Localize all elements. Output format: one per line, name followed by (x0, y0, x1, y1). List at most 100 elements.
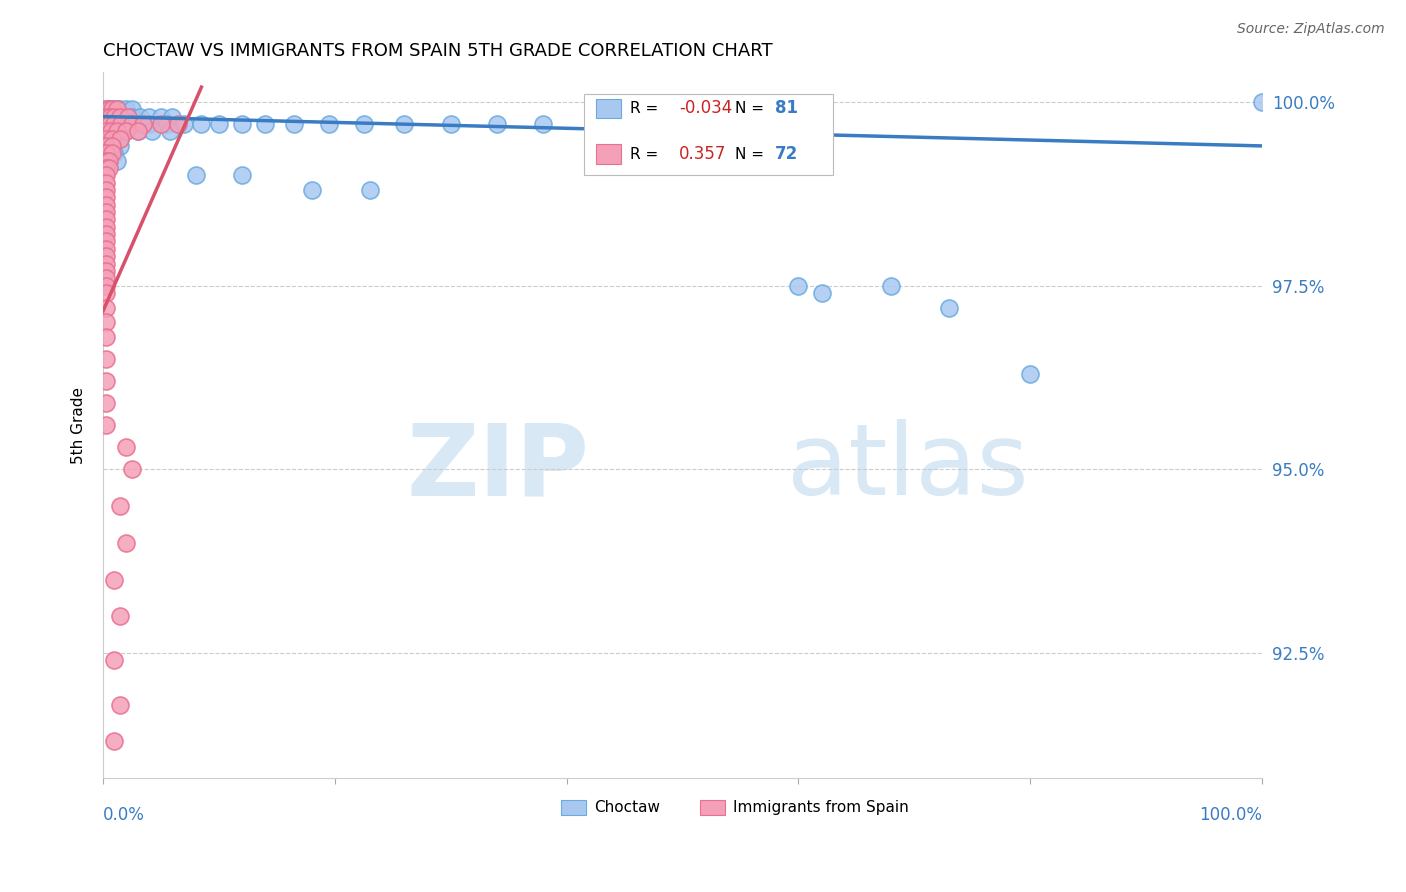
Point (156, 117, 179, 131)
Point (100, 124, 122, 138)
Point (96, 396, 118, 410)
Text: -0.034: -0.034 (679, 99, 733, 118)
Point (112, 110, 135, 124)
Point (110, 609, 132, 624)
Point (190, 117, 212, 131)
Point (100, 102, 122, 116)
Point (103, 734, 125, 748)
Point (96, 131, 118, 145)
Point (162, 110, 184, 124)
Point (97, 153, 120, 168)
Point (101, 110, 124, 124)
Point (97, 161, 120, 175)
Point (96, 285, 118, 300)
Point (98, 117, 121, 131)
Point (96, 153, 118, 168)
Point (96, 264, 118, 278)
Point (97, 110, 120, 124)
Point (110, 102, 132, 116)
Point (127, 124, 149, 138)
Point (96, 102, 118, 116)
Text: 0.0%: 0.0% (103, 806, 145, 824)
Point (96, 176, 118, 190)
Point (103, 102, 125, 116)
Point (110, 110, 132, 124)
Point (359, 183, 381, 197)
Point (485, 117, 508, 131)
Point (138, 110, 160, 124)
Point (105, 110, 128, 124)
Text: 81: 81 (775, 99, 799, 118)
Point (103, 573, 125, 587)
Point (283, 117, 305, 131)
Point (101, 131, 124, 145)
Point (394, 117, 416, 131)
Text: Choctaw: Choctaw (595, 800, 661, 815)
Text: Immigrants from Spain: Immigrants from Spain (734, 800, 910, 815)
Text: 100.0%: 100.0% (1199, 806, 1263, 824)
Point (121, 117, 143, 131)
Point (110, 499, 132, 513)
Point (208, 117, 231, 131)
Point (149, 117, 172, 131)
Text: CHOCTAW VS IMMIGRANTS FROM SPAIN 5TH GRADE CORRELATION CHART: CHOCTAW VS IMMIGRANTS FROM SPAIN 5TH GRA… (103, 42, 772, 60)
Point (96, 219, 118, 234)
Point (103, 110, 125, 124)
Point (121, 462, 143, 476)
Point (231, 169, 253, 183)
Bar (561, 800, 586, 815)
Point (96, 271, 118, 285)
Point (127, 117, 149, 131)
Point (103, 146, 125, 161)
Point (105, 153, 128, 168)
Point (96, 110, 118, 124)
Point (105, 102, 128, 116)
Point (880, 278, 903, 293)
Point (101, 131, 124, 145)
Point (115, 124, 138, 138)
Point (98, 117, 121, 131)
Point (141, 124, 163, 138)
Text: N =: N = (734, 101, 763, 116)
Point (103, 117, 125, 131)
Point (115, 536, 138, 550)
Point (110, 131, 132, 145)
Point (96, 227, 118, 241)
Point (96, 212, 118, 227)
Point (110, 131, 132, 145)
Point (138, 117, 160, 131)
Point (96, 139, 118, 153)
Point (101, 146, 124, 161)
Point (97, 102, 120, 116)
Point (117, 117, 139, 131)
Point (97, 153, 120, 168)
Point (100, 124, 122, 138)
Bar (700, 800, 725, 815)
Point (440, 117, 463, 131)
Point (96, 161, 118, 175)
Point (105, 102, 128, 116)
Point (96, 330, 118, 344)
Point (96, 190, 118, 204)
Text: N =: N = (734, 147, 763, 161)
Point (173, 117, 195, 131)
Point (121, 110, 143, 124)
Point (115, 102, 138, 116)
Bar (596, 98, 621, 119)
Point (117, 110, 139, 124)
Point (1251, 95, 1274, 109)
Point (103, 653, 125, 667)
Point (96, 124, 118, 138)
Text: R =: R = (630, 147, 658, 161)
Text: 72: 72 (775, 145, 799, 163)
Point (96, 146, 118, 161)
Point (96, 418, 118, 433)
Point (110, 117, 132, 131)
Point (103, 117, 125, 131)
Point (110, 139, 132, 153)
Point (96, 131, 118, 145)
Point (159, 124, 181, 138)
Point (96, 117, 118, 131)
Point (96, 374, 118, 388)
Point (96, 315, 118, 329)
